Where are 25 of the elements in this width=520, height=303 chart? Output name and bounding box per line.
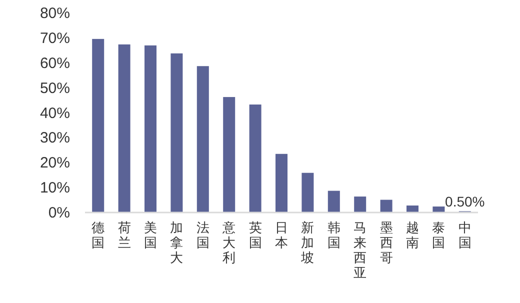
x-tick-label: 加拿大 [170, 221, 184, 266]
y-tick-label: 0% [48, 204, 70, 222]
x-tick-label: 意大利 [222, 221, 236, 266]
x-tick-label: 马来西亚 [354, 221, 367, 281]
x-tick-label: 泰国 [432, 221, 446, 251]
data-label: 0.50% [445, 193, 485, 210]
x-tick-label: 韩国 [327, 221, 340, 251]
x-tick-label: 德国 [92, 221, 105, 251]
y-tick-label: 40% [40, 104, 70, 122]
x-tick-label: 越南 [406, 221, 419, 251]
x-tick-label: 英国 [248, 221, 262, 251]
x-tick-label: 荷兰 [118, 221, 131, 251]
y-tick-label: 70% [40, 30, 70, 47]
x-tick-label: 日本 [275, 221, 288, 251]
x-tick-label: 新加坡 [300, 221, 314, 266]
x-tick-label: 中国 [458, 221, 472, 251]
x-tick-label: 法国 [196, 221, 210, 251]
y-tick-label: 20% [40, 154, 70, 172]
x-tick-label: 美国 [144, 220, 157, 251]
y-tick-label: 30% [40, 130, 70, 147]
y-tick-label: 10% [40, 180, 70, 197]
y-tick-label: 60% [40, 54, 70, 72]
y-tick-label: 80% [40, 5, 70, 22]
y-tick-label: 50% [40, 80, 70, 97]
x-tick-label: 墨西哥 [380, 221, 393, 266]
